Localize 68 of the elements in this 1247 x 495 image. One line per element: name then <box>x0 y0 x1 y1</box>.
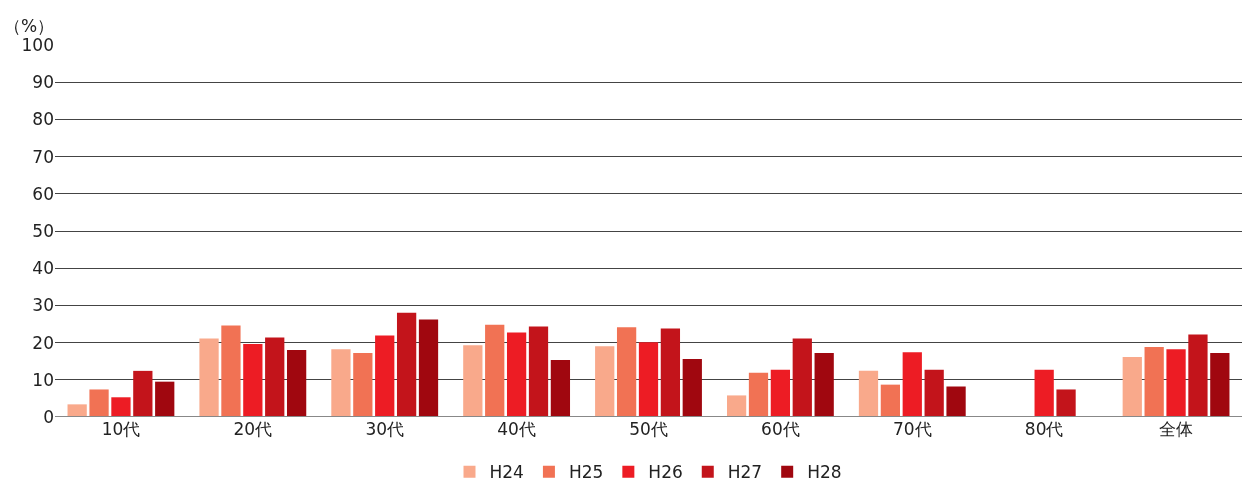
bar <box>1210 353 1230 417</box>
bar <box>528 326 549 417</box>
bar <box>682 358 702 417</box>
x-tick-label: 全体 <box>1159 419 1194 439</box>
bar <box>375 335 395 417</box>
y-tick-label: 50 <box>32 220 54 241</box>
x-tick-label: 70代 <box>892 419 932 439</box>
bar <box>396 312 417 417</box>
x-tick-label: 60代 <box>761 419 800 439</box>
bar <box>814 353 834 417</box>
bar <box>265 337 285 417</box>
bar <box>1188 334 1208 417</box>
bar <box>331 349 351 417</box>
y-tick-label: 10 <box>32 369 54 390</box>
x-tick-label: 50代 <box>629 419 668 439</box>
bar <box>902 352 922 417</box>
legend-label: H27 <box>727 462 763 483</box>
y-tick-label: 80 <box>32 109 54 130</box>
bar <box>463 345 483 417</box>
y-tick-label: 30 <box>32 295 54 316</box>
bar <box>485 324 505 417</box>
x-tick-label: 80代 <box>1024 419 1064 439</box>
bar <box>858 370 879 417</box>
bar <box>946 386 966 417</box>
bar <box>638 342 659 417</box>
x-tick-label: 10代 <box>101 419 141 439</box>
x-tick-label: 30代 <box>365 419 405 439</box>
bar <box>1166 349 1186 417</box>
bar <box>880 384 901 417</box>
y-axis-title: （%） <box>4 16 55 36</box>
legend-label: H24 <box>489 462 524 483</box>
bar <box>221 325 241 417</box>
y-tick-label: 90 <box>32 72 54 93</box>
bar <box>353 353 373 417</box>
x-tick-label: 20代 <box>233 419 273 439</box>
bar <box>1056 389 1076 417</box>
bar <box>1144 347 1164 417</box>
legend-label: H28 <box>807 462 842 483</box>
bar <box>595 346 615 417</box>
bar <box>243 344 263 417</box>
bar <box>1034 369 1054 417</box>
bar <box>550 360 571 417</box>
bar <box>748 372 769 417</box>
bar <box>418 319 439 417</box>
bar <box>111 397 131 417</box>
bar <box>770 369 791 417</box>
y-tick-label: 70 <box>32 146 54 167</box>
bar <box>726 395 747 417</box>
bar <box>616 327 637 417</box>
bar <box>133 370 153 417</box>
bar <box>67 404 87 417</box>
y-tick-label: 0 <box>43 406 54 427</box>
legend-label: H25 <box>568 462 604 483</box>
bar <box>155 381 175 417</box>
y-tick-label: 20 <box>32 332 54 353</box>
bar <box>286 350 307 417</box>
bar <box>660 328 681 417</box>
bar <box>1122 357 1142 417</box>
bar <box>506 332 527 417</box>
x-tick-label: 40代 <box>497 419 536 439</box>
bar <box>199 338 219 417</box>
bar <box>924 369 944 417</box>
bar <box>89 389 109 417</box>
y-tick-label: 40 <box>32 258 54 279</box>
y-tick-label: 100 <box>21 34 54 55</box>
y-tick-label: 60 <box>32 183 54 204</box>
legend-label: H26 <box>648 462 683 483</box>
bar <box>792 338 812 417</box>
